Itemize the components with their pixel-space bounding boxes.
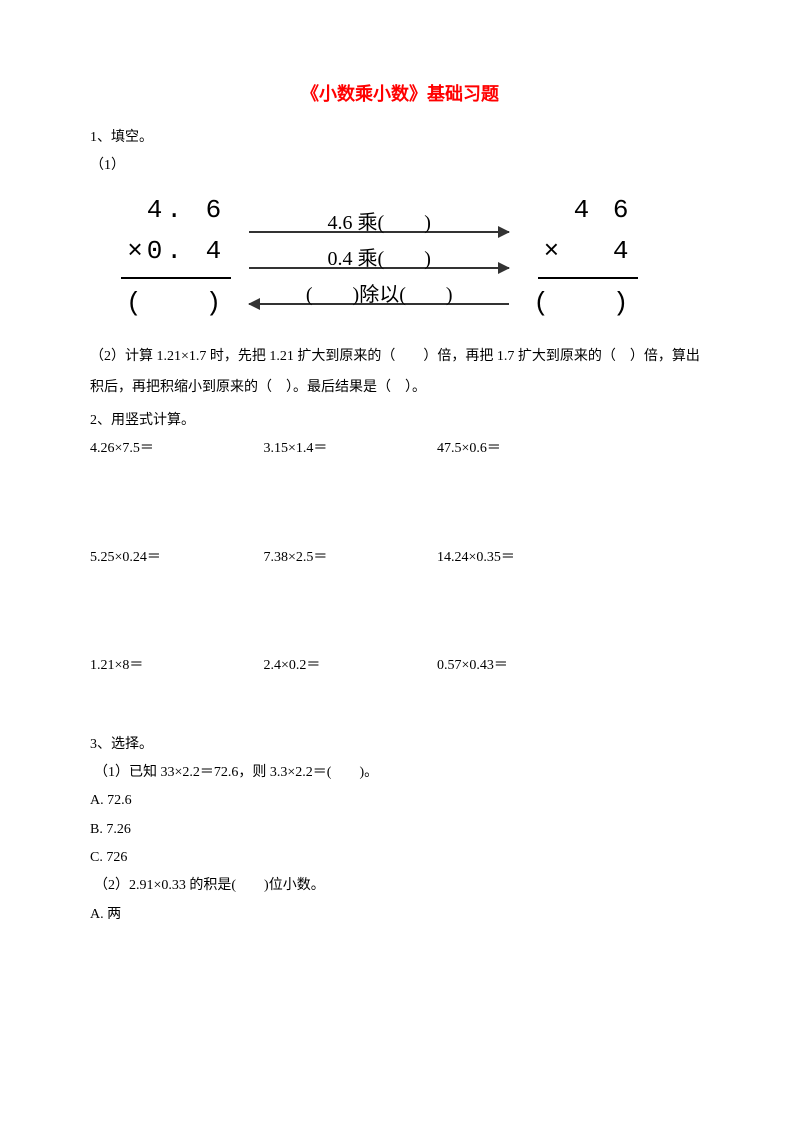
arrow-3-label: ( )除以( ) [306, 279, 453, 311]
q2-heading: 2、用竖式计算。 [90, 410, 710, 432]
arrow-1: 4.6 乘( ) [249, 231, 509, 233]
arrows: 4.6 乘( ) 0.4 乘( ) ( )除以( ) [249, 209, 509, 305]
left-multiplication: 4. 6 ×0. 4 ( ) [120, 190, 231, 325]
right-a: 4 6 [574, 190, 639, 232]
q3-p2a: A. 两 [90, 904, 710, 926]
q1-diagram: 4. 6 ×0. 4 ( ) 4.6 乘( ) 0.4 乘( ) ( )除以( … [90, 190, 710, 325]
q3-p1b: B. 7.26 [90, 819, 710, 841]
right-multiplication: 4 6 × 4 ( ) [527, 190, 638, 325]
q3-heading: 3、选择。 [90, 734, 710, 756]
left-result: ( ) [120, 279, 231, 325]
q3-p1: （1）已知 33×2.2＝72.6，则 3.3×2.2＝( )。 [90, 762, 710, 784]
right-result: ( ) [527, 279, 638, 325]
calc-3-2: 2.4×0.2＝ [264, 655, 434, 677]
left-a: 4. 6 [147, 190, 231, 232]
calc-row-2: 5.25×0.24＝ 7.38×2.5＝ 14.24×0.35＝ [90, 547, 710, 569]
calc-row-1: 4.26×7.5＝ 3.15×1.4＝ 47.5×0.6＝ [90, 438, 710, 460]
q3-p1c: C. 726 [90, 847, 710, 869]
left-b: ×0. 4 [121, 231, 231, 279]
arrow-2-label: 0.4 乘( ) [328, 243, 431, 275]
calc-1-2: 3.15×1.4＝ [264, 438, 434, 460]
q1-sub2: （2）计算 1.21×1.7 时，先把 1.21 扩大到原来的（ ）倍，再把 1… [90, 342, 710, 404]
calc-1-1: 4.26×7.5＝ [90, 438, 260, 460]
q1-heading: 1、填空。 [90, 127, 710, 149]
q3-p2: （2）2.91×0.33 的积是( )位小数。 [90, 875, 710, 897]
calc-2-1: 5.25×0.24＝ [90, 547, 260, 569]
arrow-2: 0.4 乘( ) [249, 267, 509, 269]
arrow-3: ( )除以( ) [249, 303, 509, 305]
right-b: × 4 [538, 231, 639, 279]
calc-3-3: 0.57×0.43＝ [437, 655, 637, 677]
calc-3-1: 1.21×8＝ [90, 655, 260, 677]
calc-1-3: 47.5×0.6＝ [437, 438, 637, 460]
q3-p1a: A. 72.6 [90, 790, 710, 812]
calc-row-3: 1.21×8＝ 2.4×0.2＝ 0.57×0.43＝ [90, 655, 710, 677]
calc-2-3: 14.24×0.35＝ [437, 547, 637, 569]
q1-sub1: （1） [90, 155, 710, 177]
page-title: 《小数乘小数》基础习题 [90, 80, 710, 109]
arrow-1-label: 4.6 乘( ) [328, 207, 431, 239]
calc-2-2: 7.38×2.5＝ [264, 547, 434, 569]
